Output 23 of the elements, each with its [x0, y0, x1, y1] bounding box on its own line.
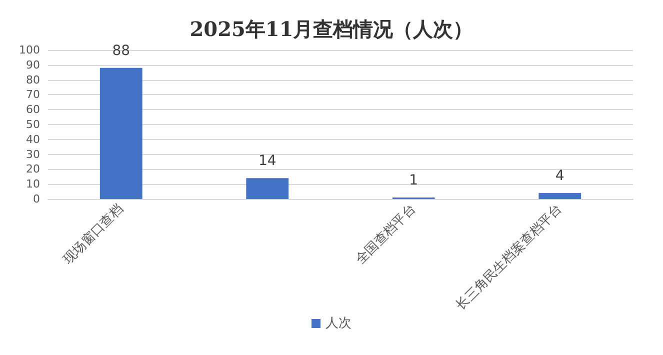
y-tick-label: 60 [26, 103, 40, 116]
data-label: 14 [258, 153, 276, 170]
y-tick-label: 40 [26, 132, 40, 146]
legend-label: 人次 [326, 316, 352, 331]
data-label: 4 [555, 168, 564, 184]
y-tick-label: 70 [26, 88, 40, 102]
data-label: 1 [409, 172, 418, 189]
y-tick-label: 90 [26, 58, 40, 72]
x-tick-label: 全国查档平台 [353, 202, 419, 268]
y-tick-label: 10 [26, 178, 40, 191]
y-tick-label: 80 [26, 73, 40, 86]
data-label: 88 [112, 42, 130, 59]
x-tick-label: 长三角民生档案查档平台 [452, 200, 566, 314]
bar [100, 68, 142, 199]
bar [246, 178, 289, 199]
bar [538, 193, 582, 199]
y-tick-label: 30 [26, 148, 40, 161]
y-tick-label: 50 [26, 118, 40, 131]
y-tick-label: 20 [26, 162, 40, 176]
y-tick-label: 100 [19, 44, 40, 56]
chart-title: 2025年11月查档情况（人次） [190, 17, 474, 41]
x-tick-label: 现场窗口查档 [60, 200, 126, 268]
y-tick-label: 0 [33, 192, 40, 206]
